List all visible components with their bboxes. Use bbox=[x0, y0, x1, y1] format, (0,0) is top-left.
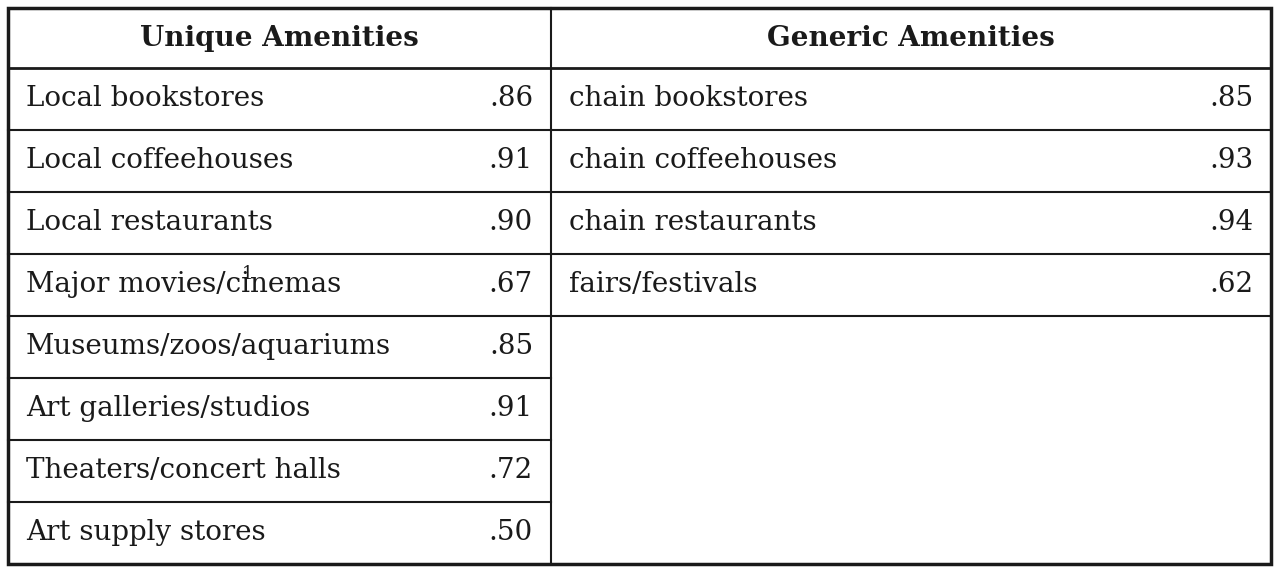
Text: Art galleries/studios: Art galleries/studios bbox=[26, 395, 311, 423]
Text: chain restaurants: chain restaurants bbox=[569, 209, 816, 236]
Text: fairs/festivals: fairs/festivals bbox=[569, 272, 757, 299]
Text: chain coffeehouses: chain coffeehouses bbox=[569, 148, 838, 174]
Text: Unique Amenities: Unique Amenities bbox=[141, 25, 420, 51]
Text: Generic Amenities: Generic Amenities bbox=[767, 25, 1055, 51]
Text: .91: .91 bbox=[489, 395, 533, 423]
Text: .50: .50 bbox=[489, 519, 533, 546]
Text: .85: .85 bbox=[489, 333, 533, 360]
Text: Major movies/cinemas: Major movies/cinemas bbox=[26, 272, 341, 299]
Text: chain bookstores: chain bookstores bbox=[569, 85, 808, 113]
Text: .86: .86 bbox=[489, 85, 533, 113]
Text: .67: .67 bbox=[489, 272, 533, 299]
Text: Local bookstores: Local bookstores bbox=[26, 85, 265, 113]
Text: Museums/zoos/aquariums: Museums/zoos/aquariums bbox=[26, 333, 391, 360]
Text: Art supply stores: Art supply stores bbox=[26, 519, 266, 546]
Text: .91: .91 bbox=[489, 148, 533, 174]
Text: .72: .72 bbox=[489, 458, 533, 484]
Text: .93: .93 bbox=[1209, 148, 1253, 174]
Text: .94: .94 bbox=[1209, 209, 1253, 236]
Text: Theaters/concert halls: Theaters/concert halls bbox=[26, 458, 341, 484]
Text: 1: 1 bbox=[242, 265, 253, 283]
Text: .90: .90 bbox=[489, 209, 533, 236]
Text: .62: .62 bbox=[1209, 272, 1253, 299]
Text: Local restaurants: Local restaurants bbox=[26, 209, 272, 236]
Text: Local coffeehouses: Local coffeehouses bbox=[26, 148, 293, 174]
Text: .85: .85 bbox=[1209, 85, 1253, 113]
